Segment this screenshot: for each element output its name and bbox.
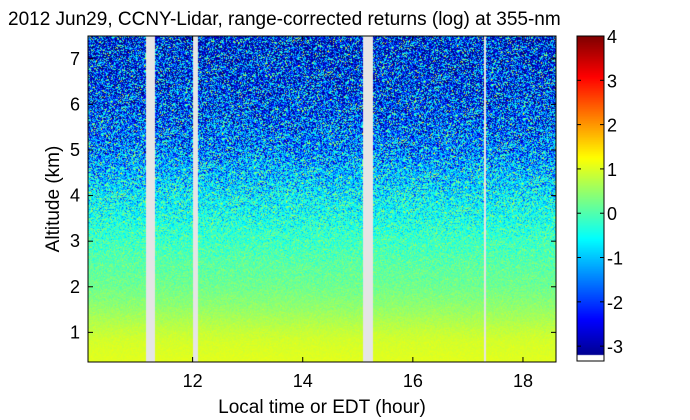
y-axis-label: Altitude (km)	[43, 146, 64, 253]
colorbar-tick-label: -2	[607, 293, 623, 313]
x-tick-label: 12	[183, 371, 203, 391]
heatmap-raster	[88, 36, 556, 362]
colorbar-tick-label: 1	[607, 160, 617, 180]
y-tick-label: 7	[70, 49, 80, 69]
y-tick-label: 2	[70, 277, 80, 297]
x-tick-label: 16	[403, 371, 423, 391]
colorbar-tick-label: 0	[607, 204, 617, 224]
colorbar-frame	[577, 36, 604, 361]
y-tick-label: 5	[70, 140, 80, 160]
colorbar-gradient	[577, 36, 604, 361]
y-tick-label: 4	[70, 186, 80, 206]
colorbar-tick-label: 3	[607, 71, 617, 91]
chart-title: 2012 Jun29, CCNY-Lidar, range-corrected …	[8, 9, 561, 30]
x-tick-label: 18	[513, 371, 533, 391]
colorbar-tick-label: -1	[607, 249, 623, 269]
y-tick-label: 6	[70, 94, 80, 114]
heatmap-raster-frame	[88, 36, 556, 362]
y-tick-label: 3	[70, 231, 80, 251]
x-tick-label: 14	[293, 371, 313, 391]
x-axis-label: Local time or EDT (hour)	[218, 397, 426, 418]
colorbar-tick-label: 4	[607, 27, 617, 47]
colorbar-tick-label: 2	[607, 116, 617, 136]
y-tick-label: 1	[70, 322, 80, 342]
colorbar-tick-label: -3	[607, 337, 623, 357]
